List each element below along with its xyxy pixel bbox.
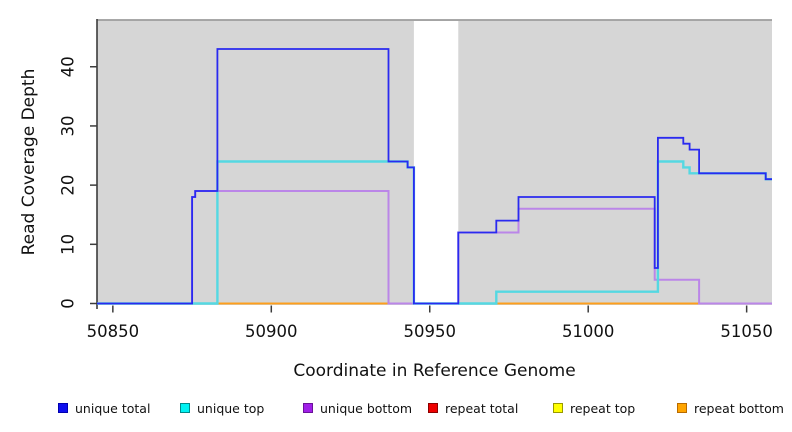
legend-swatch-repeat-top bbox=[553, 403, 563, 413]
masked-region bbox=[413, 21, 459, 305]
x-tick-label: 50950 bbox=[403, 322, 456, 341]
legend-item-repeat-top: repeat top bbox=[553, 399, 635, 417]
legend-label: unique bottom bbox=[320, 400, 413, 416]
legend-label: repeat bottom bbox=[694, 400, 784, 416]
legend-label: unique total bbox=[75, 400, 151, 416]
y-tick-label: 10 bbox=[59, 234, 78, 255]
x-tick-label: 51000 bbox=[562, 322, 615, 341]
series-line-unique-total bbox=[97, 48, 772, 305]
y-tick-label: 30 bbox=[59, 115, 78, 136]
legend-swatch-unique-top bbox=[180, 403, 190, 413]
x-tick-label: 50900 bbox=[245, 322, 298, 341]
x-tick-label: 51050 bbox=[720, 322, 773, 341]
legend-item-unique-total: unique total bbox=[58, 399, 150, 417]
x-tick-label: 50850 bbox=[87, 322, 140, 341]
legend-label: repeat top bbox=[570, 400, 636, 416]
legend-item-unique-bottom: unique bottom bbox=[303, 399, 412, 417]
legend-swatch-unique-total bbox=[58, 403, 68, 413]
legend-item-unique-top: unique top bbox=[180, 399, 264, 417]
y-tick-label: 40 bbox=[59, 56, 78, 77]
y-axis-title: Read Coverage Depth bbox=[19, 68, 39, 256]
x-axis-title: Coordinate in Reference Genome bbox=[293, 361, 576, 381]
legend-item-repeat-bottom: repeat bottom bbox=[677, 399, 784, 417]
y-tick-label: 0 bbox=[59, 298, 78, 309]
legend-label: unique top bbox=[197, 400, 265, 416]
legend-swatch-repeat-bottom bbox=[677, 403, 687, 413]
legend-item-repeat-total: repeat total bbox=[428, 399, 518, 417]
legend-swatch-unique-bottom bbox=[303, 403, 313, 413]
y-tick-label: 20 bbox=[59, 175, 78, 196]
legend-swatch-repeat-total bbox=[428, 403, 438, 413]
legend-label: repeat total bbox=[445, 400, 519, 416]
